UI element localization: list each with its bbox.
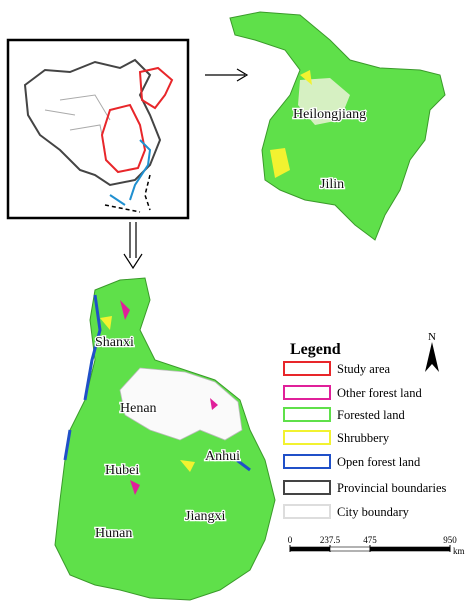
legend-swatch bbox=[283, 454, 331, 469]
legend-title: Legend bbox=[290, 341, 341, 358]
legend-label: City boundary bbox=[337, 505, 410, 519]
scale-segment bbox=[289, 546, 331, 552]
region-label: Jiangxi bbox=[185, 509, 226, 524]
central-map bbox=[54, 277, 276, 601]
scale-segment bbox=[329, 546, 371, 552]
scale-label: 950 bbox=[443, 535, 457, 545]
scale-label: 237.5 bbox=[320, 535, 341, 545]
legend-label: Open forest land bbox=[337, 455, 421, 469]
region-label: Anhui bbox=[205, 449, 240, 464]
open-forest-edges bbox=[63, 294, 251, 472]
north-arrow bbox=[425, 342, 439, 372]
legend-label: Shrubbery bbox=[337, 431, 390, 445]
northeast-map bbox=[229, 11, 446, 241]
north-label: N bbox=[428, 331, 436, 343]
region-label: Hubei bbox=[105, 463, 139, 478]
inset-river bbox=[109, 139, 152, 206]
scale-segment bbox=[369, 546, 451, 552]
region-label: Heilongjiang bbox=[293, 107, 366, 122]
inset-northeast bbox=[138, 66, 174, 110]
region-label: Jilin bbox=[320, 177, 344, 192]
scale-unit: km bbox=[453, 546, 465, 556]
scale-label: 0 bbox=[288, 535, 293, 545]
legend-label: Other forest land bbox=[337, 386, 422, 400]
legend-swatch bbox=[283, 504, 331, 519]
legend-swatch bbox=[283, 385, 331, 400]
legend-swatch bbox=[283, 480, 331, 495]
legend-swatch bbox=[283, 430, 331, 445]
region-label: Henan bbox=[120, 401, 157, 416]
northeast-shrubbery bbox=[270, 70, 312, 178]
henan-area bbox=[119, 367, 243, 441]
region-label: Shanxi bbox=[95, 335, 134, 350]
china-outline bbox=[23, 58, 162, 187]
legend-swatch bbox=[283, 407, 331, 422]
legend-label: Forested land bbox=[337, 408, 405, 422]
legend-swatch bbox=[283, 361, 331, 376]
northeast-open-area bbox=[298, 78, 350, 125]
arrow-right bbox=[205, 68, 249, 82]
arrow-down bbox=[123, 222, 143, 270]
inset-central bbox=[100, 103, 147, 174]
region-label: Hunan bbox=[95, 526, 132, 541]
legend-label: Study area bbox=[337, 362, 391, 376]
inset-dashes bbox=[104, 174, 151, 213]
scale-label: 475 bbox=[363, 535, 377, 545]
legend-label: Provincial boundaries bbox=[337, 481, 446, 495]
